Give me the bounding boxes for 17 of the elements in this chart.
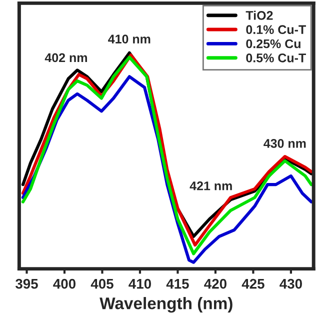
annotation: 430 nm xyxy=(264,139,306,148)
x-tick-label: 405 xyxy=(90,278,114,289)
x-tick-label: 415 xyxy=(166,279,189,289)
x-tick-label: 400 xyxy=(53,278,76,289)
x-axis-title: Wavelength (nm) xyxy=(100,297,232,313)
legend-label: 0.1% Cu-T xyxy=(246,25,306,34)
legend-label: 0.5% Cu-T xyxy=(246,53,306,62)
x-tick-label: 425 xyxy=(242,278,264,289)
annotation: 410 nm xyxy=(108,34,150,44)
x-tick-label: 395 xyxy=(15,278,38,289)
x-tick-label: 430 xyxy=(280,278,302,289)
legend-label: 0.25% Cu xyxy=(246,39,300,48)
annotation: 402 nm xyxy=(44,53,87,62)
x-tick-label: 420 xyxy=(204,278,226,289)
x-tick-label: 410 xyxy=(128,278,151,289)
legend-label: TiO2 xyxy=(246,10,273,20)
annotation: 421 nm xyxy=(190,181,232,190)
